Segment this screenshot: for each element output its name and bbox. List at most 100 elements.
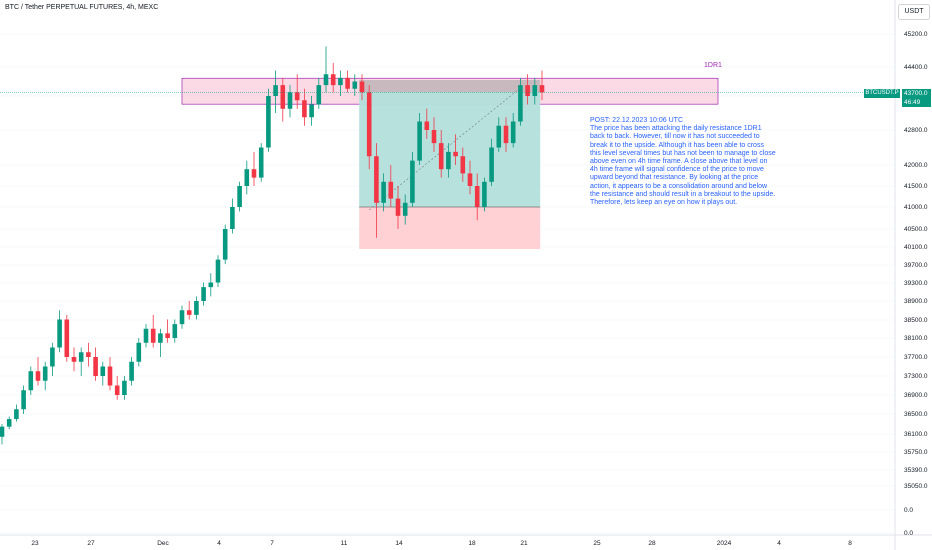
x-tick-label: 2024 — [717, 540, 732, 547]
analysis-note: POST: 22.12.2023 10:06 UTC The price has… — [590, 117, 776, 207]
candle-body — [194, 301, 199, 315]
candle-body — [446, 151, 451, 170]
candle-body — [417, 121, 422, 161]
candle-body — [42, 366, 48, 381]
candle-body — [86, 352, 91, 357]
price-tag: 43700.0 46:49 — [902, 89, 931, 107]
candle-body — [302, 100, 307, 118]
candle-body — [467, 173, 473, 186]
y-tick-label: 38100.0 — [904, 335, 928, 342]
candle-body — [273, 85, 278, 96]
candle-body — [474, 186, 480, 207]
stop-loss-zone[interactable] — [359, 207, 541, 249]
candle-body — [359, 81, 365, 93]
candle-countdown: 46:49 — [904, 99, 921, 106]
candle-body — [100, 366, 106, 376]
symbol-tag: BTCUSDT.P — [864, 89, 900, 98]
candle-body — [338, 77, 343, 86]
x-tick-label: 25 — [593, 540, 601, 547]
candle-body — [0, 426, 5, 437]
y-tick-label: 36100.0 — [904, 431, 928, 438]
y-tick-label: 38900.0 — [904, 298, 928, 305]
trend-path — [369, 87, 521, 211]
candle-body — [107, 366, 113, 386]
currency-button[interactable]: USDT — [898, 4, 930, 20]
y-tick-label: 42800.0 — [904, 127, 928, 134]
candle-body — [78, 352, 84, 362]
profit-zone[interactable] — [359, 92, 541, 207]
chart-title: BTC / Tether PERPETUAL FUTURES, 4h, MEXC — [5, 4, 159, 11]
x-tick-label: 23 — [31, 540, 39, 547]
candle-body — [201, 287, 206, 301]
candle-body — [323, 74, 329, 86]
current-price: 43700.0 — [904, 90, 928, 97]
y-tick-label: 35750.0 — [904, 449, 928, 456]
y-tick-label: 44400.0 — [904, 64, 928, 71]
candle-body — [122, 380, 127, 395]
entry-band — [359, 80, 541, 92]
candle-body — [388, 181, 394, 199]
y-tick-label: 37700.0 — [904, 354, 928, 361]
candle-body — [28, 371, 34, 391]
candle-body — [14, 409, 19, 420]
y-tick-label: 35390.0 — [904, 467, 928, 474]
x-tick-label: 7 — [270, 540, 274, 547]
candle-body — [208, 282, 214, 288]
y-tick-label: 39700.0 — [904, 262, 928, 269]
candle-body — [287, 92, 293, 109]
candle-body — [258, 147, 264, 178]
y-tick-label: 45200.0 — [904, 31, 928, 38]
candle-body — [438, 143, 444, 170]
candle-body — [309, 104, 314, 118]
candle-body — [136, 342, 142, 362]
candle-body — [50, 347, 55, 367]
candle-body — [489, 147, 494, 182]
y-tick-label: 0.0 — [904, 507, 913, 514]
candle-body — [424, 121, 430, 130]
candle-body — [496, 125, 502, 148]
candle-body — [172, 324, 178, 338]
y-tick-label: 38500.0 — [904, 317, 928, 324]
candle-body — [352, 81, 358, 89]
candle-body — [539, 85, 545, 93]
resistance-zone-label: 1DR1 — [704, 62, 722, 69]
candle-body — [345, 77, 350, 89]
x-tick-label: Dec — [157, 540, 169, 547]
candle-body — [215, 259, 221, 283]
candle-body — [316, 85, 322, 105]
x-tick-label: 28 — [648, 540, 656, 547]
candle-body — [280, 85, 286, 109]
candle-body — [186, 310, 192, 315]
candle-body — [230, 207, 235, 229]
candle-body — [402, 202, 408, 216]
candle-body — [237, 186, 242, 207]
candle-body — [510, 121, 516, 144]
x-tick-label: 18 — [468, 540, 476, 547]
y-tick-label: 37300.0 — [904, 373, 928, 380]
candle-body — [57, 319, 62, 348]
x-tick-label: 21 — [520, 540, 528, 547]
y-tick-label: 42000.0 — [904, 162, 928, 169]
candle-body — [503, 125, 509, 144]
y-tick-label: 40100.0 — [904, 244, 928, 251]
candle-body — [222, 229, 228, 260]
y-tick-label: 39300.0 — [904, 280, 928, 287]
candle-body — [294, 92, 300, 101]
candle-body — [6, 419, 12, 427]
x-tick-label: 4 — [217, 540, 221, 547]
candle-body — [395, 198, 401, 216]
y-tick-label: 35050.0 — [904, 483, 928, 490]
candle-body — [251, 169, 257, 178]
y-tick-label: 41000.0 — [904, 204, 928, 211]
candle-body — [129, 361, 134, 381]
candle-body — [71, 357, 77, 362]
y-tick-label: 0.0 — [904, 530, 913, 537]
candle-body — [158, 333, 163, 343]
candle-body — [431, 130, 437, 144]
candle-body — [532, 85, 538, 96]
candle-body — [525, 85, 530, 96]
candle-body — [93, 357, 98, 376]
x-tick-label: 11 — [341, 540, 348, 547]
candle-body — [165, 333, 170, 338]
